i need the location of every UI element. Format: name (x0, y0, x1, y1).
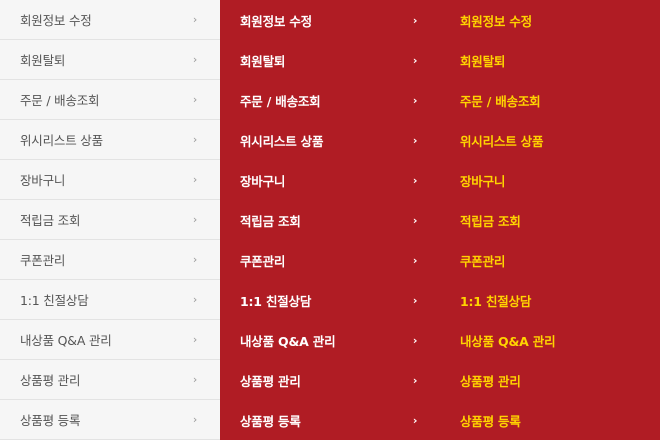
menu-item-label: 적립금 조회 (240, 213, 301, 229)
chevron-right-icon: › (192, 373, 198, 386)
menu-highlight-panel: 회원정보 수정 › 회원탈퇴 › 주문 / 배송조회 › 위시리스트 상품 › 장바구니… (220, 0, 660, 440)
menu-item-points[interactable]: 적립금 조회 › (220, 200, 440, 240)
menu-item-label: 상품평 관리 (460, 373, 521, 389)
menu-item-withdraw[interactable]: 회원탈퇴 (440, 40, 660, 80)
menu-item-label: 회원정보 수정 (20, 13, 92, 28)
chevron-right-icon: › (412, 173, 418, 187)
chevron-right-icon: › (412, 13, 418, 27)
chevron-right-icon: › (192, 93, 198, 106)
chevron-right-icon: › (192, 293, 198, 306)
chevron-right-icon: › (412, 133, 418, 147)
menu-hover-state: 회원정보 수정 › 회원탈퇴 › 주문 / 배송조회 › 위시리스트 상품 › 장바구니… (220, 0, 440, 440)
menu-item-label: 상품평 등록 (460, 413, 521, 429)
menu-item-coupons[interactable]: 쿠폰관리 (440, 240, 660, 280)
menu-item-support[interactable]: 1:1 친절상담 (440, 280, 660, 320)
menu-item-label: 회원탈퇴 (240, 53, 286, 69)
menu-item-reviews-manage[interactable]: 상품평 관리 › (220, 360, 440, 400)
menu-item-coupons[interactable]: 쿠폰관리 › (0, 240, 220, 280)
chevron-right-icon: › (192, 413, 198, 426)
menu-item-label: 상품평 등록 (20, 413, 81, 428)
menu-item-reviews-write[interactable]: 상품평 등록 › (0, 400, 220, 440)
menu-item-label: 1:1 친절상담 (240, 293, 312, 309)
menu-item-label: 내상품 Q&A 관리 (20, 333, 112, 348)
menu-item-label: 회원정보 수정 (240, 13, 312, 29)
menu-item-label: 주문 / 배송조회 (460, 93, 541, 109)
menu-item-label: 쿠폰관리 (460, 253, 506, 269)
chevron-right-icon: › (412, 213, 418, 227)
menu-item-points[interactable]: 적립금 조회 (440, 200, 660, 240)
chevron-right-icon: › (192, 13, 198, 26)
menu-active-state: 회원정보 수정 회원탈퇴 주문 / 배송조회 위시리스트 상품 장바구니 적립금… (440, 0, 660, 440)
menu-item-label: 장바구니 (460, 173, 506, 189)
menu-item-label: 적립금 조회 (460, 213, 521, 229)
menu-item-cart[interactable]: 장바구니 › (0, 160, 220, 200)
chevron-right-icon: › (412, 53, 418, 67)
menu-item-label: 내상품 Q&A 관리 (240, 333, 336, 349)
menu-item-label: 회원정보 수정 (460, 13, 532, 29)
chevron-right-icon: › (412, 333, 418, 347)
menu-item-edit-profile[interactable]: 회원정보 수정 (440, 0, 660, 40)
chevron-right-icon: › (192, 253, 198, 266)
menu-item-label: 위시리스트 상품 (20, 133, 103, 148)
menu-item-label: 내상품 Q&A 관리 (460, 333, 556, 349)
chevron-right-icon: › (412, 413, 418, 427)
menu-item-label: 주문 / 배송조회 (20, 93, 100, 108)
menu-item-coupons[interactable]: 쿠폰관리 › (220, 240, 440, 280)
menu-item-label: 1:1 친절상담 (20, 293, 89, 308)
menu-item-label: 위시리스트 상품 (460, 133, 544, 149)
chevron-right-icon: › (412, 293, 418, 307)
menu-item-withdraw[interactable]: 회원탈퇴 › (0, 40, 220, 80)
menu-item-label: 1:1 친절상담 (460, 293, 532, 309)
menu-item-points[interactable]: 적립금 조회 › (0, 200, 220, 240)
menu-item-label: 위시리스트 상품 (240, 133, 324, 149)
chevron-right-icon: › (192, 333, 198, 346)
menu-item-support[interactable]: 1:1 친절상담 › (220, 280, 440, 320)
menu-item-reviews-write[interactable]: 상품평 등록 (440, 400, 660, 440)
menu-item-order-tracking[interactable]: 주문 / 배송조회 (440, 80, 660, 120)
menu-item-label: 상품평 관리 (240, 373, 301, 389)
menu-item-qna[interactable]: 내상품 Q&A 관리 (440, 320, 660, 360)
menu-item-label: 쿠폰관리 (20, 253, 66, 268)
menu-item-label: 회원탈퇴 (460, 53, 506, 69)
menu-item-support[interactable]: 1:1 친절상담 › (0, 280, 220, 320)
menu-item-wishlist[interactable]: 위시리스트 상품 › (0, 120, 220, 160)
chevron-right-icon: › (412, 373, 418, 387)
menu-item-order-tracking[interactable]: 주문 / 배송조회 › (220, 80, 440, 120)
menu-item-label: 상품평 관리 (20, 373, 81, 388)
chevron-right-icon: › (192, 213, 198, 226)
menu-item-qna[interactable]: 내상품 Q&A 관리 › (220, 320, 440, 360)
menu-item-label: 쿠폰관리 (240, 253, 286, 269)
menu-item-label: 회원탈퇴 (20, 53, 66, 68)
menu-item-edit-profile[interactable]: 회원정보 수정 › (0, 0, 220, 40)
menu-item-reviews-write[interactable]: 상품평 등록 › (220, 400, 440, 440)
menu-item-wishlist[interactable]: 위시리스트 상품 (440, 120, 660, 160)
menu-item-qna[interactable]: 내상품 Q&A 관리 › (0, 320, 220, 360)
menu-item-cart[interactable]: 장바구니 (440, 160, 660, 200)
menu-item-label: 주문 / 배송조회 (240, 93, 321, 109)
menu-normal-state: 회원정보 수정 › 회원탈퇴 › 주문 / 배송조회 › 위시리스트 상품 › 장바구니… (0, 0, 220, 440)
menu-item-reviews-manage[interactable]: 상품평 관리 (440, 360, 660, 400)
menu-item-withdraw[interactable]: 회원탈퇴 › (220, 40, 440, 80)
menu-item-label: 상품평 등록 (240, 413, 301, 429)
menu-item-label: 장바구니 (20, 173, 66, 188)
menu-item-wishlist[interactable]: 위시리스트 상품 › (220, 120, 440, 160)
chevron-right-icon: › (192, 173, 198, 186)
chevron-right-icon: › (412, 93, 418, 107)
menu-item-label: 장바구니 (240, 173, 286, 189)
chevron-right-icon: › (192, 53, 198, 66)
menu-item-edit-profile[interactable]: 회원정보 수정 › (220, 0, 440, 40)
menu-item-cart[interactable]: 장바구니 › (220, 160, 440, 200)
menu-item-reviews-manage[interactable]: 상품평 관리 › (0, 360, 220, 400)
menu-item-label: 적립금 조회 (20, 213, 81, 228)
chevron-right-icon: › (192, 133, 198, 146)
chevron-right-icon: › (412, 253, 418, 267)
menu-item-order-tracking[interactable]: 주문 / 배송조회 › (0, 80, 220, 120)
